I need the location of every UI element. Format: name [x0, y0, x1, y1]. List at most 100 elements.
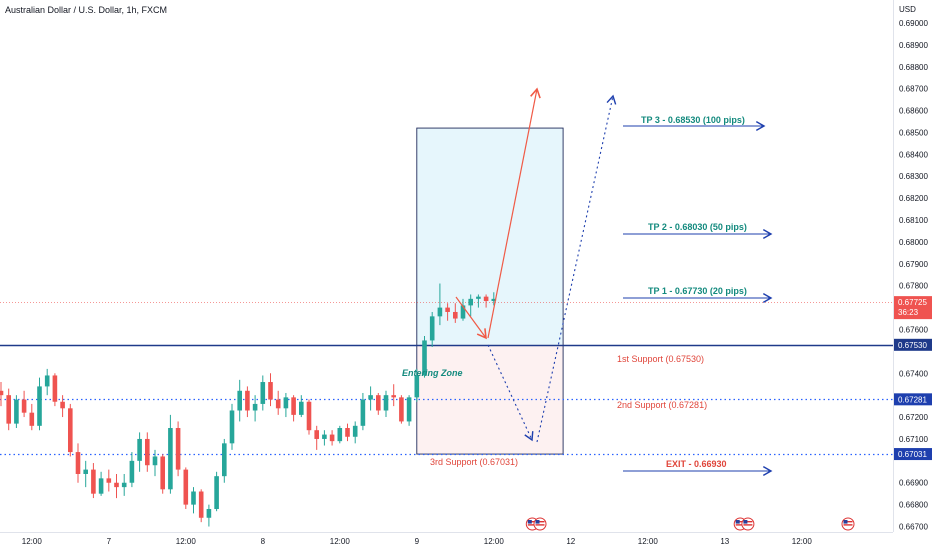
- time-tick-label: 8: [261, 537, 266, 546]
- price-tick-label: 0.68800: [899, 63, 928, 72]
- flag-canton: [743, 520, 748, 524]
- candle: [414, 368, 420, 402]
- candle-body: [152, 456, 158, 466]
- candle: [437, 283, 443, 326]
- time-tick-label: 12: [566, 537, 575, 546]
- flag-canton: [843, 520, 848, 524]
- candle: [329, 430, 335, 446]
- position-box[interactable]: [416, 127, 564, 455]
- candle-body: [376, 395, 381, 411]
- level-badge: [894, 393, 932, 406]
- event-markers[interactable]: [525, 517, 855, 531]
- bullish-path-arrow[interactable]: [487, 87, 541, 339]
- candle-body: [237, 390, 242, 411]
- candle-body: [445, 307, 450, 312]
- candle-body: [29, 412, 35, 426]
- flag-stripe: [743, 524, 753, 526]
- support-2-label: 2nd Support (0.67281): [617, 400, 707, 410]
- entering-zone-label: Entering Zone: [402, 368, 463, 378]
- chart-title: Australian Dollar / U.S. Dollar, 1h, FXC…: [5, 5, 167, 15]
- candle: [283, 392, 289, 418]
- candle: [275, 390, 281, 415]
- candle-body: [160, 456, 165, 490]
- time-tick-label: 12:00: [484, 537, 505, 546]
- us-flag-icon[interactable]: [533, 517, 547, 531]
- us-flag-icon[interactable]: [741, 517, 755, 531]
- time-tick-label: 12:00: [22, 537, 43, 546]
- candle: [368, 386, 373, 411]
- time-axis[interactable]: 12:00 7 12:00 8 12:00 9 12:00 12 12:00 13 12:00: [22, 537, 813, 546]
- time-tick-label: 12:00: [638, 537, 659, 546]
- candle-body: [483, 296, 489, 302]
- countdown-label: 36:23: [898, 308, 919, 317]
- candle: [106, 469, 112, 492]
- time-tick-label: 12:00: [792, 537, 813, 546]
- candle: [222, 438, 227, 483]
- recovery-path-arrow[interactable]: [536, 94, 617, 443]
- price-tick-label: 0.68600: [899, 107, 928, 116]
- candle: [337, 425, 343, 444]
- candle-body: [75, 452, 81, 474]
- candle-body: [229, 410, 235, 444]
- flag-stripe: [527, 524, 537, 526]
- candle-body: [91, 469, 96, 494]
- candle: [75, 443, 81, 483]
- candle-body: [453, 311, 458, 319]
- price-axis[interactable]: 0.66700 0.66800 0.66900 0.67100 0.67200 0.674…: [899, 19, 928, 532]
- currency-label: USD: [899, 5, 916, 14]
- candle: [260, 375, 266, 411]
- flag-circle: [533, 517, 547, 531]
- flag-stripe: [735, 521, 745, 523]
- current-price-badge: [894, 296, 932, 320]
- flag-canton: [527, 520, 532, 524]
- price-tick-label: 0.67600: [899, 325, 928, 334]
- position-box-border[interactable]: [416, 127, 564, 455]
- price-tick-label: 0.68300: [899, 172, 928, 181]
- candle-body: [283, 397, 289, 409]
- candle: [214, 471, 219, 512]
- drawings[interactable]: [455, 87, 617, 443]
- candle: [345, 423, 350, 442]
- candle-body: [337, 428, 343, 442]
- candle-body: [314, 430, 319, 439]
- entry-arrow[interactable]: [455, 296, 487, 340]
- candle: [406, 395, 412, 426]
- current-price-label: 0.67725: [898, 298, 927, 307]
- candle: [322, 430, 327, 446]
- candle: [145, 432, 150, 472]
- plot-area[interactable]: Entering Zone 1st Support (0.67530) 2nd …: [0, 0, 893, 532]
- candle-body: [429, 316, 435, 341]
- candle: [183, 467, 189, 510]
- flag-stripe: [843, 521, 853, 523]
- price-tick-label: 0.68000: [899, 238, 928, 247]
- candle-body: [121, 482, 127, 488]
- candle-body: [422, 340, 427, 376]
- time-tick-label: 12:00: [330, 537, 351, 546]
- candle-body: [206, 509, 212, 518]
- candle: [376, 392, 381, 415]
- candle-body: [268, 382, 273, 400]
- tp2-label: TP 2 - 0.68030 (50 pips): [648, 222, 747, 232]
- candle: [160, 454, 165, 494]
- us-flag-icon[interactable]: [841, 517, 855, 531]
- candle-body: [37, 386, 42, 426]
- candle-body: [98, 478, 104, 494]
- candle-body: [345, 428, 350, 437]
- candle-body: [383, 395, 389, 411]
- candle: [291, 395, 296, 422]
- candle: [399, 395, 404, 424]
- candle: [121, 473, 127, 496]
- flag-stripe: [535, 524, 545, 526]
- candle: [168, 414, 173, 494]
- candle: [422, 336, 427, 378]
- candle-body: [368, 395, 373, 400]
- candle: [44, 368, 50, 396]
- candle: [299, 395, 304, 418]
- candle: [29, 403, 35, 431]
- candle-body: [391, 395, 396, 398]
- flag-stripe: [843, 524, 853, 526]
- candle-body: [60, 401, 65, 409]
- candle-body: [222, 443, 227, 477]
- level-badge-label: 0.67281: [898, 395, 927, 404]
